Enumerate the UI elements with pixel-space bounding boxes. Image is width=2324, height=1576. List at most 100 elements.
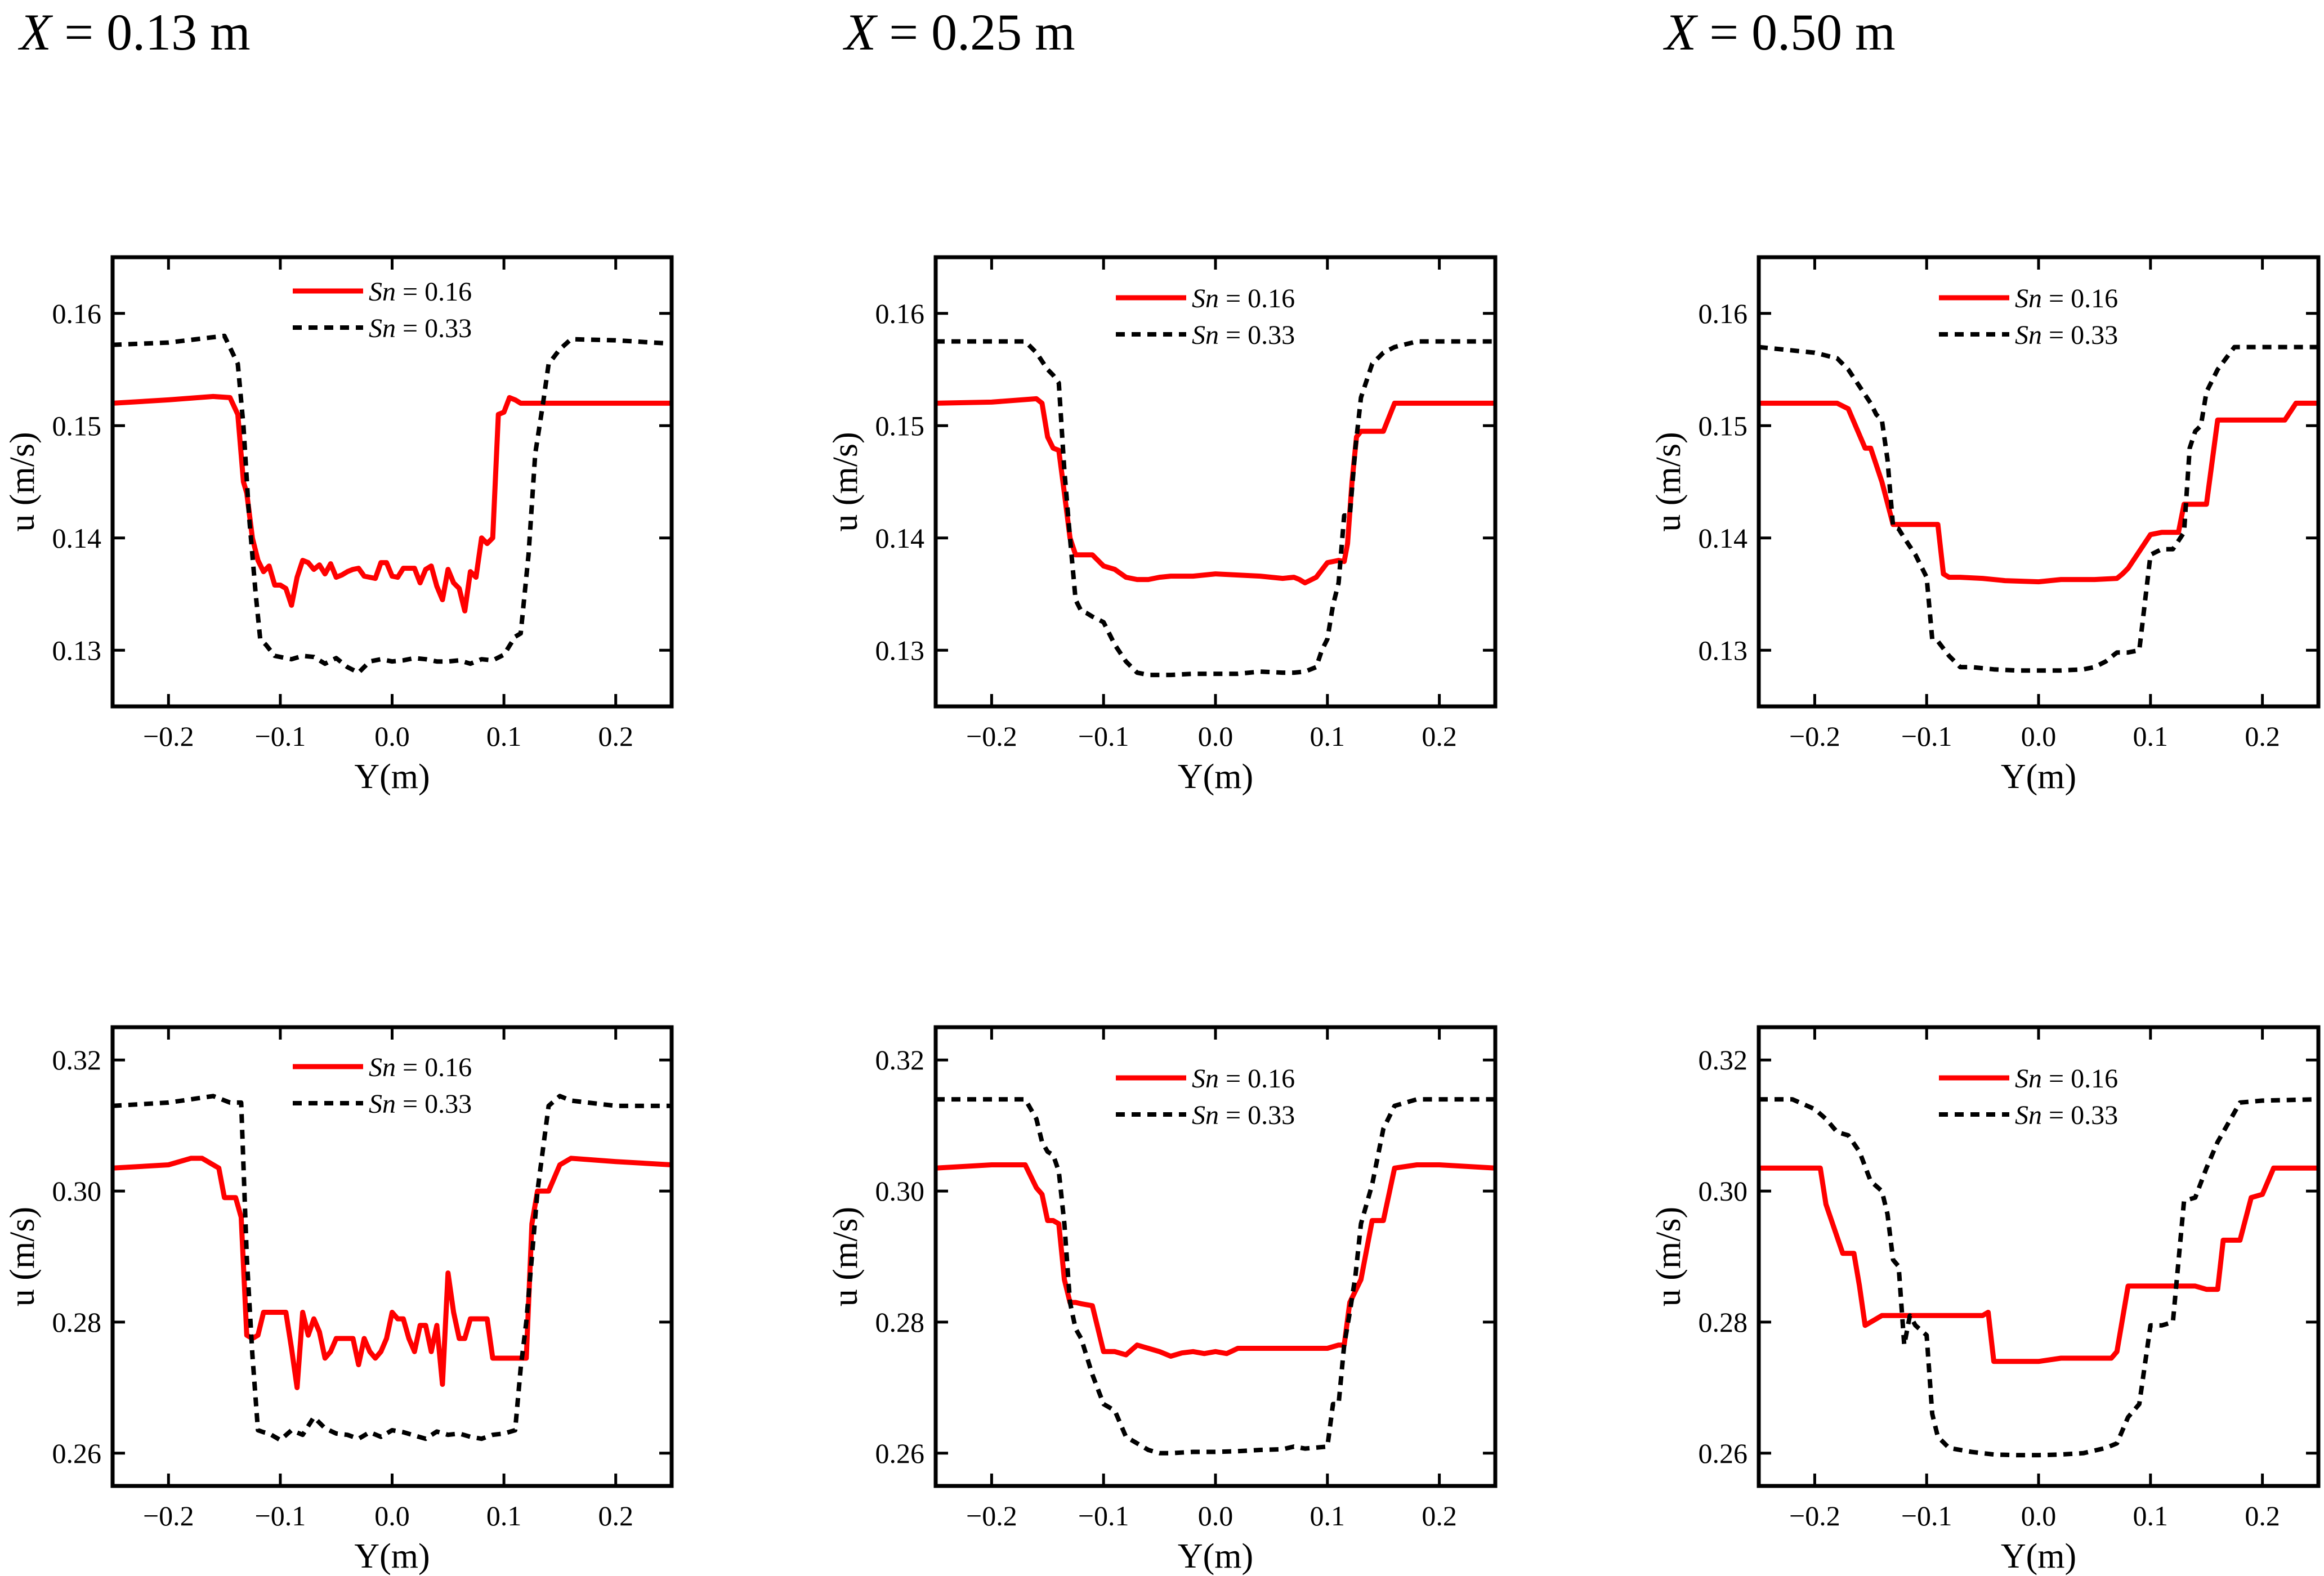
legend-variable: Sn <box>2015 320 2042 350</box>
x-tick-label: 0.1 <box>1310 720 1346 752</box>
x-tick-label: −0.2 <box>143 720 194 752</box>
x-tick-label: 0.0 <box>374 1500 410 1532</box>
x-tick-label: 0.0 <box>374 720 410 752</box>
x-tick-label: 0.2 <box>2245 720 2280 752</box>
legend-value: = 0.16 <box>396 1053 472 1082</box>
plot-frame <box>933 1025 1498 1488</box>
y-tick-label: 0.26 <box>1699 1438 1748 1469</box>
x-tick-label: 0.1 <box>486 720 522 752</box>
series-line-sn-033 <box>936 339 1495 678</box>
x-tick-label: −0.1 <box>255 1500 306 1532</box>
series-line-sn-033 <box>113 333 672 675</box>
legend-variable: Sn <box>369 314 396 343</box>
y-tick-label: 0.32 <box>52 1044 102 1076</box>
column-title-variable: X <box>1665 3 1697 61</box>
y-tick-label: 0.13 <box>1699 634 1748 666</box>
x-tick-label: −0.1 <box>1078 1500 1129 1532</box>
x-tick-label: 0.0 <box>1198 720 1233 752</box>
legend-label: Sn = 0.33 <box>2015 320 2118 350</box>
series-line-sn-016 <box>113 393 672 614</box>
y-tick-label: 0.16 <box>52 298 102 329</box>
column-title-variable: X <box>20 3 52 61</box>
x-tick-label: 0.1 <box>2133 720 2169 752</box>
legend-label: Sn = 0.16 <box>2015 1064 2118 1094</box>
series-line-sn-016 <box>936 396 1495 585</box>
y-tick-label: 0.14 <box>52 522 102 554</box>
series-line-sn-033 <box>113 1094 672 1443</box>
legend: Sn = 0.16 Sn = 0.33 <box>293 1053 472 1119</box>
series-line-sn-033 <box>1759 344 2318 673</box>
y-tick-label: 0.15 <box>1699 410 1748 441</box>
legend-variable: Sn <box>1192 284 1219 314</box>
y-tick-label: 0.16 <box>875 298 925 329</box>
x-tick-label: −0.2 <box>966 720 1017 752</box>
x-tick-label: −0.2 <box>966 1500 1017 1532</box>
chart-panel-row2-col3: −0.2 −0.1 0.0 0.1 0.2 0.26 0.28 0.30 0.32 Y(m) u (… <box>1650 1025 2321 1575</box>
legend-variable: Sn <box>369 1089 396 1119</box>
column-title-value: = 0.13 m <box>64 3 251 61</box>
y-tick-label: 0.15 <box>875 410 925 441</box>
legend-label: Sn = 0.16 <box>369 277 472 307</box>
x-tick-label: 0.2 <box>2245 1500 2280 1532</box>
x-tick-label: 0.1 <box>2133 1500 2169 1532</box>
column-title-variable: X <box>844 3 877 61</box>
legend-variable: Sn <box>2015 1100 2042 1130</box>
x-tick-label: −0.2 <box>143 1500 194 1532</box>
y-axis-label: u (m/s) <box>3 432 42 531</box>
chart-panel-row1-col2: −0.2 −0.1 0.0 0.1 0.2 0.13 0.14 0.15 0.16 Y(m) u (… <box>826 255 1498 796</box>
chart-panel-row2-col1: −0.2 −0.1 0.0 0.1 0.2 0.26 0.28 0.30 0.32 Y(m) u (… <box>3 1025 674 1575</box>
chart-panel-row1-col3: −0.2 −0.1 0.0 0.1 0.2 0.13 0.14 0.15 0.16 Y(m) u (… <box>1650 255 2321 796</box>
y-tick-label: 0.15 <box>52 410 102 441</box>
legend-value: = 0.33 <box>1219 1100 1295 1130</box>
x-tick-label: −0.1 <box>1901 720 1952 752</box>
legend-variable: Sn <box>1192 1064 1219 1094</box>
series-line-sn-033 <box>936 1097 1495 1456</box>
series-line-sn-033 <box>1759 1097 2318 1458</box>
legend-label: Sn = 0.33 <box>369 1089 472 1119</box>
series-line-sn-016 <box>1759 400 2318 585</box>
legend-variable: Sn <box>369 1053 396 1082</box>
x-axis-label: Y(m) <box>1178 758 1253 796</box>
y-tick-label: 0.16 <box>1699 298 1748 329</box>
x-tick-label: −0.2 <box>1789 720 1840 752</box>
x-tick-label: 0.1 <box>486 1500 522 1532</box>
legend-value: = 0.16 <box>2042 1064 2118 1094</box>
x-axis-label: Y(m) <box>2001 758 2076 796</box>
y-tick-label: 0.13 <box>52 634 102 666</box>
x-tick-label: −0.2 <box>1789 1500 1840 1532</box>
y-tick-label: 0.14 <box>1699 522 1748 554</box>
column-title-3: X = 0.50 m <box>1665 1 1896 63</box>
y-tick-label: 0.30 <box>52 1175 102 1207</box>
x-tick-label: 0.0 <box>1198 1500 1233 1532</box>
x-tick-label: 0.0 <box>2021 720 2057 752</box>
legend-variable: Sn <box>2015 1064 2042 1094</box>
legend-label: Sn = 0.16 <box>1192 284 1295 314</box>
y-axis-label: u (m/s) <box>1650 1207 1688 1306</box>
legend-variable: Sn <box>1192 1100 1219 1130</box>
x-axis-label: Y(m) <box>1178 1537 1253 1575</box>
y-axis-label: u (m/s) <box>3 1207 42 1306</box>
series-line-sn-016 <box>1759 1165 2318 1364</box>
y-tick-label: 0.32 <box>1699 1044 1748 1076</box>
x-axis-label: Y(m) <box>354 1537 430 1575</box>
legend-variable: Sn <box>369 277 396 307</box>
legend-value: = 0.16 <box>396 277 472 307</box>
legend-value: = 0.16 <box>1219 284 1295 314</box>
y-tick-label: 0.14 <box>875 522 925 554</box>
legend-value: = 0.16 <box>1219 1064 1295 1094</box>
chart-panel-row1-col1: −0.2 −0.1 0.0 0.1 0.2 0.13 0.14 0.15 0.16 Y(m) u (… <box>3 255 674 796</box>
y-tick-label: 0.30 <box>1699 1175 1748 1207</box>
x-tick-label: 0.2 <box>598 720 633 752</box>
legend-value: = 0.33 <box>2042 1100 2118 1130</box>
y-axis-label: u (m/s) <box>826 1207 865 1306</box>
legend-variable: Sn <box>1192 320 1219 350</box>
y-axis-label: u (m/s) <box>1650 432 1688 531</box>
x-axis-label: Y(m) <box>354 758 430 796</box>
legend-label: Sn = 0.33 <box>1192 1100 1295 1130</box>
y-tick-label: 0.28 <box>1699 1306 1748 1338</box>
plot-frame <box>1757 1025 2321 1488</box>
